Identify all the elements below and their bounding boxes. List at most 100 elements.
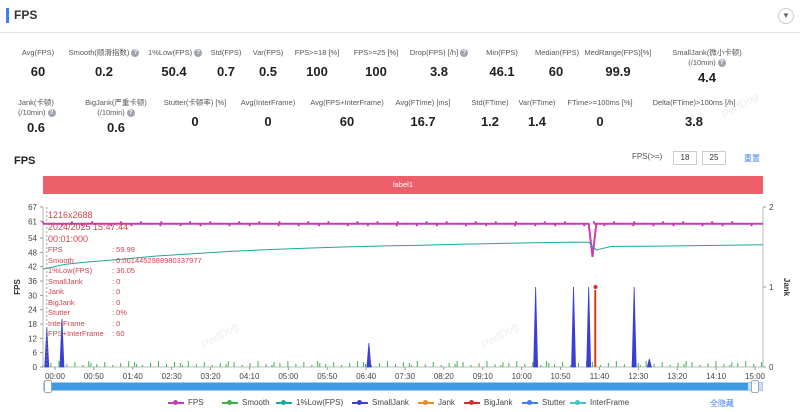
legend-item-1-low-fps-[interactable]: 1%Low(FPS) (276, 398, 343, 407)
stat-value: 0.2 (94, 64, 114, 79)
fps-point (61, 224, 64, 227)
fps-point (543, 221, 546, 224)
legend-label: FPS (188, 398, 204, 407)
fps-point (346, 224, 349, 227)
tooltip-row: InterFrame: 0 (48, 318, 121, 328)
legend-swatch-icon (276, 399, 292, 405)
time-range-selection[interactable] (52, 383, 748, 390)
stat-value: 0 (596, 114, 604, 129)
fps-point (583, 224, 586, 227)
fps-point (661, 221, 665, 224)
tooltip-key: FPS+InterFrame (48, 329, 104, 338)
stat-label: Avg(FTime) [ms] (395, 98, 451, 107)
stat-label: FPS>=18 [%] (294, 48, 340, 57)
legend-item-interframe[interactable]: InterFrame (570, 398, 629, 407)
y-tick-label-left: 0 (33, 363, 38, 372)
stat-value: 0 (264, 114, 272, 129)
smalljank-spike (533, 286, 539, 368)
legend-label: Smooth (242, 398, 270, 407)
fps-point (120, 222, 123, 225)
stat-label: FPS>=25 [%] (353, 48, 399, 57)
tooltip-value: 0 (116, 318, 121, 328)
fps-point (317, 224, 320, 227)
legend-item-stutter[interactable]: Stutter (522, 398, 566, 407)
fps-threshold-input-1[interactable]: 18 (673, 151, 697, 165)
range-handle-right[interactable] (751, 380, 759, 393)
stat-value: 1.2 (480, 114, 500, 129)
fps-point (740, 222, 743, 225)
tooltip-key: 1%Low(FPS) (48, 266, 93, 275)
stat-label: SmallJank(微小卡顿) (672, 48, 742, 57)
tooltip-datetime: 2024/2025 15:47:44 (48, 222, 129, 232)
stat-label: Median(FPS) (535, 48, 580, 57)
fps-point (238, 222, 242, 225)
tooltip-row: Smooth: 0.0014452988980337977 (48, 255, 202, 265)
y-tick-label-left: 67 (28, 203, 37, 212)
fps-point (464, 224, 468, 227)
stat-label: Var(FPS) (252, 48, 284, 57)
x-tick-label: 09:10 (473, 372, 494, 380)
fps-point (100, 222, 103, 225)
fps-point (513, 224, 517, 227)
tooltip-row: BigJank: 0 (48, 297, 121, 307)
fps-point (277, 224, 280, 227)
fps-threshold-input-2[interactable]: 25 (702, 151, 726, 165)
legend-item-smooth[interactable]: Smooth (222, 398, 270, 407)
help-icon[interactable]: ? (126, 109, 135, 118)
help-icon[interactable]: ? (47, 109, 56, 118)
legend-item-bigjank[interactable]: BigJank (464, 398, 512, 407)
x-tick-label: 10:00 (512, 372, 533, 380)
fps-point (603, 224, 606, 227)
fps-point (711, 222, 715, 225)
fps-point (159, 224, 162, 227)
stat-label: Drop(FPS) [/h]? (409, 48, 469, 58)
stat-stats_row2-3: Avg(InterFrame) 0 (240, 98, 296, 130)
stat-label: Std(FTime) (471, 98, 509, 107)
fps-point (70, 221, 73, 224)
reset-link[interactable]: 重置 (744, 154, 760, 163)
legend-label: SmallJank (372, 398, 409, 407)
hide-all-link[interactable]: 全隐藏 (710, 399, 734, 408)
stat-label: Var(FTime) (518, 98, 556, 107)
help-icon[interactable]: ? (460, 49, 469, 58)
stat-label: Delta(FTime)>100ms [/h] (652, 98, 736, 107)
y-tick-label-left: 61 (28, 217, 37, 226)
help-icon[interactable]: ? (717, 59, 726, 68)
legend-item-smalljank[interactable]: SmallJank (352, 398, 409, 407)
stat-value: 100 (365, 64, 387, 79)
legend-item-jank[interactable]: Jank (418, 398, 455, 407)
tooltip-resolution: 1216x2688 (48, 210, 93, 220)
fps-point (41, 221, 45, 224)
tooltip-key: Stutter (48, 308, 71, 317)
help-icon[interactable]: ? (131, 49, 140, 58)
tooltip-key: InterFrame (48, 318, 85, 328)
tooltip-value: 0 (116, 297, 121, 307)
fps-point (436, 224, 439, 227)
tooltip-value: 0 (116, 287, 121, 296)
smalljank-spike (646, 358, 652, 368)
tooltip-row: FPS: 59.99 (48, 245, 135, 254)
fps-point (475, 222, 478, 225)
stat-value: 50.4 (161, 64, 187, 79)
legend-item-fps[interactable]: FPS (168, 398, 204, 407)
y-tick-label-right: 2 (769, 203, 774, 212)
fps-point (199, 224, 202, 227)
legend-label: 1%Low(FPS) (296, 398, 344, 407)
fps-point (267, 222, 271, 225)
label-band[interactable]: label1 (43, 176, 763, 194)
fps-point (209, 221, 212, 224)
fps-point (139, 221, 143, 224)
fps-point (396, 221, 399, 224)
legend-label: BigJank (484, 398, 513, 407)
stat-stats_row2-5: Avg(FTime) [ms] 16.7 (395, 98, 451, 130)
fps-point (297, 224, 300, 227)
x-tick-label: 03:20 (201, 372, 222, 380)
x-tick-label: 01:40 (123, 372, 144, 380)
stat-stats_row2-8: FTime>=100ms [%] 0 (566, 98, 634, 130)
fps-point (287, 222, 291, 225)
help-icon[interactable]: ? (194, 49, 203, 58)
chevron-down-icon[interactable]: ▼ (778, 8, 794, 24)
fps-threshold-label: FPS(>=) (632, 152, 663, 161)
range-handle-left[interactable] (44, 380, 52, 393)
